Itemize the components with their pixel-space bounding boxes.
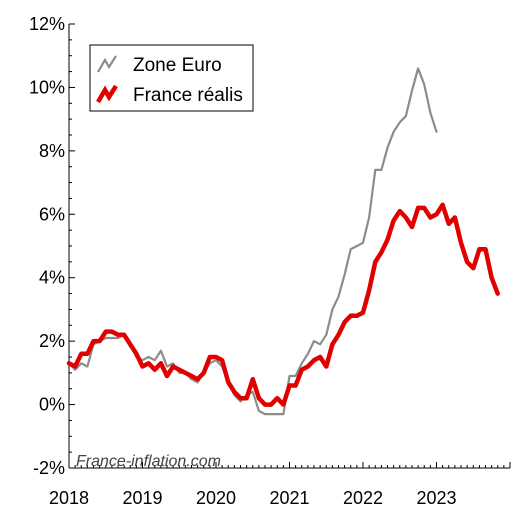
- minor-ticks: [68, 23, 511, 469]
- x-tick-label: 2021: [269, 488, 309, 508]
- y-tick-labels: -2% 0% 2% 4% 6% 8% 10% 12%: [29, 14, 65, 478]
- y-tick-label: 12%: [29, 14, 65, 34]
- y-tick-label: 6%: [39, 204, 65, 224]
- series-lines: [66, 67, 500, 416]
- legend-symbol: [97, 55, 117, 73]
- y-tick-label: -2%: [33, 458, 65, 478]
- x-tick-label: 2020: [196, 488, 236, 508]
- series-line-france: [66, 202, 500, 407]
- x-tick-label: 2019: [122, 488, 162, 508]
- watermark-text: France-inflation.com: [76, 453, 221, 470]
- y-tick-label: 2%: [39, 331, 65, 351]
- legend-label: Zone Euro: [133, 55, 222, 76]
- series-line-zone-euro: [67, 67, 438, 416]
- x-tick-labels: 2018 2019 2020 2021 2022 2023: [49, 488, 457, 508]
- legend-box: [89, 44, 254, 112]
- legend-label: France réalis: [133, 85, 243, 106]
- x-tick-label: 2023: [416, 488, 456, 508]
- legend: Zone Euro France réalis: [89, 44, 254, 112]
- y-tick-label: 10%: [29, 77, 65, 97]
- y-tick-label: 0%: [39, 395, 65, 415]
- legend-symbol: [96, 84, 118, 104]
- x-tick-label: 2022: [343, 488, 383, 508]
- y-tick-label: 8%: [39, 141, 65, 161]
- x-tick-label: 2018: [49, 488, 89, 508]
- y-tick-label: 4%: [39, 268, 65, 288]
